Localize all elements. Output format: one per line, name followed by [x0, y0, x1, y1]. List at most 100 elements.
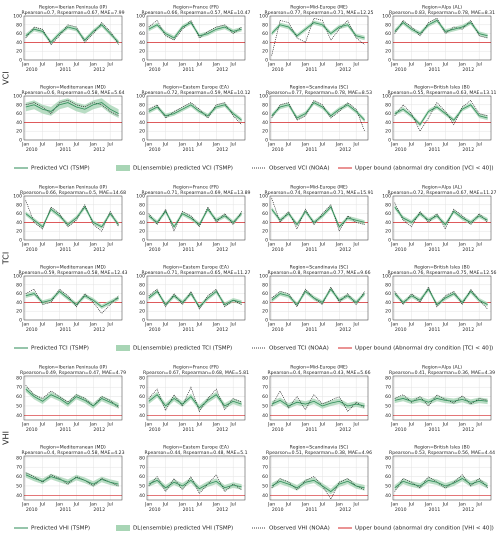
y-tick-label: 40 — [139, 220, 145, 226]
y-tick-label: 60 — [385, 474, 391, 480]
x-tick-label: Jan — [212, 142, 220, 148]
y-tick-label: 60 — [262, 394, 268, 400]
panel-stats: Rpearson=0.7, Rspearman=0.67, MAE=7.99 — [21, 10, 124, 16]
y-tick-label: 20 — [16, 49, 22, 55]
x-year-label: 2010 — [149, 247, 161, 253]
x-year-label: 2011 — [60, 247, 72, 253]
x-tick-label: Jul — [39, 502, 46, 508]
y-tick-label: 0 — [265, 138, 268, 144]
x-tick-label: Jan — [458, 242, 466, 248]
x-year-label: 2011 — [183, 327, 195, 333]
y-tick-label: 80 — [139, 202, 145, 208]
x-tick-label: Jan — [267, 142, 275, 148]
plot-frame — [23, 95, 123, 141]
x-tick-label: Jan — [301, 322, 309, 328]
y-tick-label: 50 — [385, 403, 391, 409]
x-year-label: 2012 — [462, 147, 474, 153]
x-year-label: 2012 — [339, 327, 351, 333]
y-tick-label: 80 — [139, 375, 145, 381]
panel-stats: Rpearson=0.59, Rspearman=0.58, MAE=12.43 — [19, 270, 128, 276]
plot-frame — [23, 195, 123, 241]
y-tick-label: 60 — [139, 394, 145, 400]
x-tick-label: Jan — [390, 62, 398, 68]
y-tick-label: 100 — [382, 194, 391, 200]
legend-label: Upper bound (Abnormal dry condition [TCI… — [355, 346, 493, 352]
legend-label: DL(ensemble) predicted TCI (TSMP) — [133, 346, 232, 352]
x-year-label: 2011 — [60, 147, 72, 153]
x-tick-label: Jul — [162, 422, 169, 428]
plot-frame — [146, 195, 246, 241]
x-tick-label: Jan — [89, 142, 97, 148]
x-year-label: 2012 — [462, 67, 474, 73]
predicted-line — [394, 206, 488, 226]
x-year-label: 2011 — [429, 427, 441, 433]
x-tick-label: Jul — [285, 322, 292, 328]
panel-stats: Rpearson=0.71, Rspearman=0.69, MAE=13.89 — [142, 190, 251, 196]
x-tick-label: Jan — [267, 242, 275, 248]
y-tick-label: 100 — [259, 94, 268, 100]
x-tick-label: Jan — [390, 242, 398, 248]
x-year-label: 2011 — [306, 327, 318, 333]
plot-frame — [23, 455, 123, 501]
legend-swatch — [116, 345, 130, 351]
y-tick-label: 20 — [139, 229, 145, 235]
y-tick-label: 100 — [259, 194, 268, 200]
x-tick-label: Jan — [178, 62, 186, 68]
y-tick-label: 100 — [136, 274, 145, 280]
x-tick-label: Jul — [352, 62, 359, 68]
ensemble-band — [25, 289, 119, 309]
y-tick-label: 60 — [262, 211, 268, 217]
x-year-label: 2011 — [429, 507, 441, 513]
y-tick-label: 40 — [16, 220, 22, 226]
ensemble-band — [25, 471, 119, 487]
y-tick-label: 20 — [262, 229, 268, 235]
x-tick-label: Jul — [196, 62, 203, 68]
panel-stats: Rpearson=0.6, Rspearman=0.58, MAE=5.64 — [21, 90, 124, 96]
x-year-label: 2012 — [93, 247, 105, 253]
x-tick-label: Jan — [178, 422, 186, 428]
y-tick-label: 100 — [13, 274, 22, 280]
panel-title: Region=Iberian Peninsula (IP) — [39, 5, 107, 11]
y-tick-label: 20 — [16, 129, 22, 135]
y-tick-label: 0 — [265, 238, 268, 244]
panel-title: Region=France (FR) — [173, 5, 219, 11]
y-tick-label: 40 — [139, 300, 145, 306]
y-tick-label: 60 — [139, 31, 145, 37]
x-year-label: 2012 — [462, 327, 474, 333]
y-tick-label: 60 — [139, 211, 145, 217]
y-tick-label: 50 — [139, 403, 145, 409]
x-tick-label: Jan — [301, 62, 309, 68]
x-year-label: 2010 — [272, 247, 284, 253]
panel-stats: Rpearson=0.55, Rspearman=0.63, MAE=13.11 — [388, 90, 497, 96]
predicted-line — [148, 394, 242, 409]
y-tick-label: 20 — [139, 129, 145, 135]
observed-line — [271, 286, 365, 308]
y-tick-label: 60 — [16, 31, 22, 37]
x-tick-label: Jan — [212, 502, 220, 508]
x-tick-label: Jan — [424, 62, 432, 68]
x-tick-label: Jul — [408, 242, 415, 248]
y-tick-label: 100 — [13, 194, 22, 200]
x-tick-label: Jul — [352, 242, 359, 248]
x-tick-label: Jan — [390, 322, 398, 328]
legend-label: DL(ensemble) predicted VHI (TSMP) — [133, 526, 233, 532]
x-year-label: 2012 — [462, 427, 474, 433]
y-tick-label: 50 — [262, 403, 268, 409]
y-axis-label: VCI — [2, 71, 11, 84]
panel-title: Region=Scandinavia (SC) — [290, 85, 349, 91]
y-tick-label: 60 — [262, 291, 268, 297]
panel-title: Region=British Isles (BI) — [414, 265, 470, 271]
observed-line — [148, 19, 242, 41]
x-tick-label: Jan — [89, 422, 97, 428]
x-year-label: 2010 — [26, 147, 38, 153]
plot-frame — [146, 15, 246, 61]
plot-frame — [269, 15, 369, 61]
x-tick-label: Jan — [424, 502, 432, 508]
y-tick-label: 20 — [385, 229, 391, 235]
panel-stats: Rpearson=0.4, Rspearman=0.58, MAE=4.23 — [21, 450, 124, 456]
y-tick-label: 80 — [385, 102, 391, 108]
panel-title: Region=Eastern Europe (EA) — [163, 85, 229, 91]
x-tick-label: Jul — [196, 142, 203, 148]
panel-stats: Rpearson=0.83, Rspearman=0.78, MAE=8.31 — [389, 10, 495, 16]
y-tick-label: 40 — [262, 413, 268, 419]
